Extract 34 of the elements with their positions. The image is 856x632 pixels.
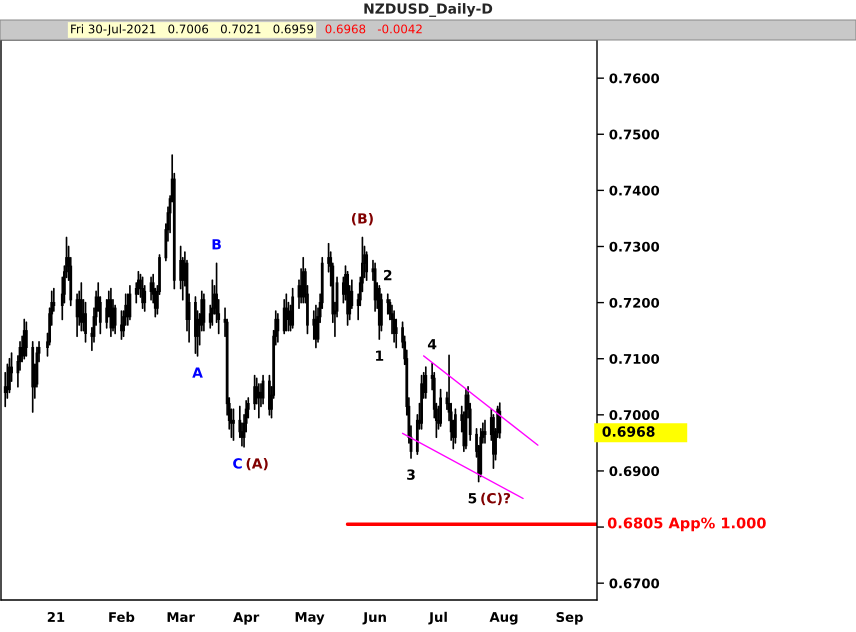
y-tick-label: 0.7500 xyxy=(609,129,660,140)
x-tick-label: Jun xyxy=(362,612,386,624)
x-tick-label: Feb xyxy=(109,612,134,622)
annotation: A xyxy=(192,367,203,378)
annotation: (A) xyxy=(246,458,268,470)
x-tick-label: Sep xyxy=(556,612,583,625)
annotation: 2 xyxy=(384,270,392,280)
annotation: (C)? xyxy=(481,492,510,506)
x-tick-label: Mar xyxy=(168,612,195,622)
annotation: (B) xyxy=(352,212,373,226)
x-tick-label: May xyxy=(296,612,324,625)
chart-title: NZDUSD_Daily-D xyxy=(364,3,492,17)
y-tick-label: 0.6900 xyxy=(609,466,660,476)
annotation: B xyxy=(212,239,221,250)
y-tick-label: 0.7600 xyxy=(609,73,660,84)
text: 0.6968 xyxy=(602,426,655,437)
y-tick-label: 0.6700 xyxy=(609,578,660,588)
y-tick-label: 0.7100 xyxy=(609,354,660,364)
y-tick-label: 0.7000 xyxy=(609,410,660,420)
annotation: 3 xyxy=(407,469,415,480)
y-tick-label: 0.7400 xyxy=(609,186,660,196)
text: Fri 30-Jul-2021 0.7006 0.7021 0.6959 xyxy=(71,24,314,36)
x-tick-label: Jul xyxy=(428,612,447,624)
y-tick-label: 0.7300 xyxy=(609,242,660,252)
x-tick-label: 21 xyxy=(48,612,64,622)
annotation: 5 xyxy=(468,493,476,504)
annotation: 4 xyxy=(428,339,436,350)
annotation: C xyxy=(233,458,242,469)
y-tick-label: 0.7200 xyxy=(609,298,660,308)
annotation: 1 xyxy=(376,350,384,361)
x-tick-label: Apr xyxy=(233,612,260,625)
x-tick-label: Aug xyxy=(490,612,518,625)
annotation: 0.6805 App% 1.000 xyxy=(608,517,766,532)
text: 0.6968 -0.0042 xyxy=(326,24,422,34)
